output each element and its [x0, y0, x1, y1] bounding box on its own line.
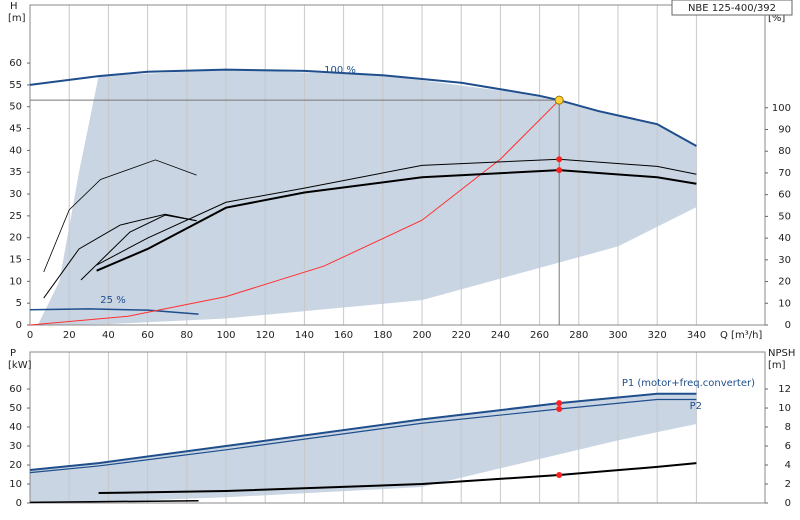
title-box [671, 0, 793, 16]
x-tick-label: 260 [530, 330, 549, 341]
y2-tick-label: 50 [778, 211, 791, 222]
y2-axis-unit: [m] [768, 360, 786, 371]
curve [29, 499, 199, 504]
curve [29, 398, 697, 474]
y2-tick-label: 2 [785, 479, 791, 490]
curve [43, 213, 197, 299]
x-tick-label: 220 [452, 330, 471, 341]
y2-tick-label: 30 [778, 255, 791, 266]
y-tick-label: 20 [9, 460, 22, 471]
x-tick-label: 20 [63, 330, 76, 341]
y2-tick-label: 12 [778, 384, 791, 395]
y-tick-label: 10 [9, 479, 22, 490]
y2-tick-label: 0 [785, 498, 791, 509]
y2-tick-label: 10 [778, 403, 791, 414]
x-tick-label: 240 [491, 330, 510, 341]
y2-tick-label: 90 [778, 124, 791, 135]
y-tick-label: 55 [9, 80, 22, 91]
y-tick-label: 30 [9, 189, 22, 200]
y2-tick-label: 10 [778, 298, 791, 309]
operating-range [30, 393, 697, 503]
x-tick-label: 160 [334, 330, 353, 341]
y2-tick-label: 0 [785, 320, 791, 331]
curve [29, 392, 697, 471]
curve [96, 169, 697, 272]
y2-tick-label: 4 [785, 460, 791, 471]
y2-tick-label: 8 [785, 422, 791, 433]
operating-point [556, 471, 563, 478]
plot-frame [29, 4, 766, 326]
y2-tick-label: 60 [778, 190, 791, 201]
y-tick-label: 50 [9, 403, 22, 414]
duty-point [554, 95, 564, 105]
y-tick-label: 35 [9, 167, 22, 178]
y-tick-label: 60 [9, 384, 22, 395]
x-tick-label: 0 [27, 330, 33, 341]
y2-tick-label: 20 [778, 277, 791, 288]
y-axis-unit: [kW] [8, 360, 32, 371]
x-tick-label: 340 [687, 330, 706, 341]
y-tick-label: 0 [16, 320, 22, 331]
curve [29, 99, 560, 326]
curve-label: 100 % [324, 65, 356, 76]
x-tick-label: 100 [216, 330, 235, 341]
curve [43, 159, 197, 273]
y-tick-label: 0 [16, 498, 22, 509]
y-tick-label: 20 [9, 233, 22, 244]
y2-tick-label: 40 [778, 233, 791, 244]
y2-tick-label: 80 [778, 146, 791, 157]
y-tick-label: 45 [9, 124, 22, 135]
curve [80, 214, 197, 281]
y-tick-label: 60 [9, 58, 22, 69]
x-tick-label: 280 [569, 330, 588, 341]
curve [29, 308, 199, 315]
y-axis-unit: [m] [8, 13, 26, 24]
y-tick-label: 30 [9, 441, 22, 452]
x-tick-label: 80 [180, 330, 193, 341]
x-tick-label: 40 [102, 330, 115, 341]
curve [96, 158, 697, 266]
x-tick-label: 200 [412, 330, 431, 341]
y-tick-label: 10 [9, 276, 22, 287]
curve-label: P2 [690, 401, 702, 412]
y-tick-label: 5 [16, 298, 22, 309]
curve-label: P1 (motor+freq.converter) [622, 378, 755, 389]
curve-label: 25 % [100, 295, 125, 306]
chart-title: NBE 125-400/392 [688, 3, 776, 14]
y-tick-label: 40 [9, 145, 22, 156]
y2-tick-label: 70 [778, 168, 791, 179]
operating-point [556, 156, 563, 163]
y-tick-label: 40 [9, 422, 22, 433]
x-tick-label: 60 [141, 330, 154, 341]
x-tick-label: 320 [648, 330, 667, 341]
operating-point [556, 405, 563, 412]
x-tick-label: 180 [373, 330, 392, 341]
y2-tick-label: 100 [772, 103, 791, 114]
x-tick-label: 120 [256, 330, 275, 341]
curve [98, 462, 697, 495]
y-tick-label: 25 [9, 211, 22, 222]
operating-point [556, 167, 563, 174]
curve [29, 68, 697, 147]
operating-point [556, 400, 563, 407]
y2-axis-unit: [%] [768, 13, 785, 24]
x-tick-label: 300 [608, 330, 627, 341]
y-tick-label: 15 [9, 255, 22, 266]
y-axis-label: P [10, 348, 16, 359]
operating-range [37, 69, 697, 326]
y2-axis-label: NPSH [768, 348, 795, 359]
x-tick-label: 140 [295, 330, 314, 341]
x-axis-label: Q [m³/h] [720, 330, 762, 341]
y-axis-label: H [10, 1, 18, 12]
y-tick-label: 50 [9, 102, 22, 113]
y2-tick-label: 6 [785, 441, 791, 452]
